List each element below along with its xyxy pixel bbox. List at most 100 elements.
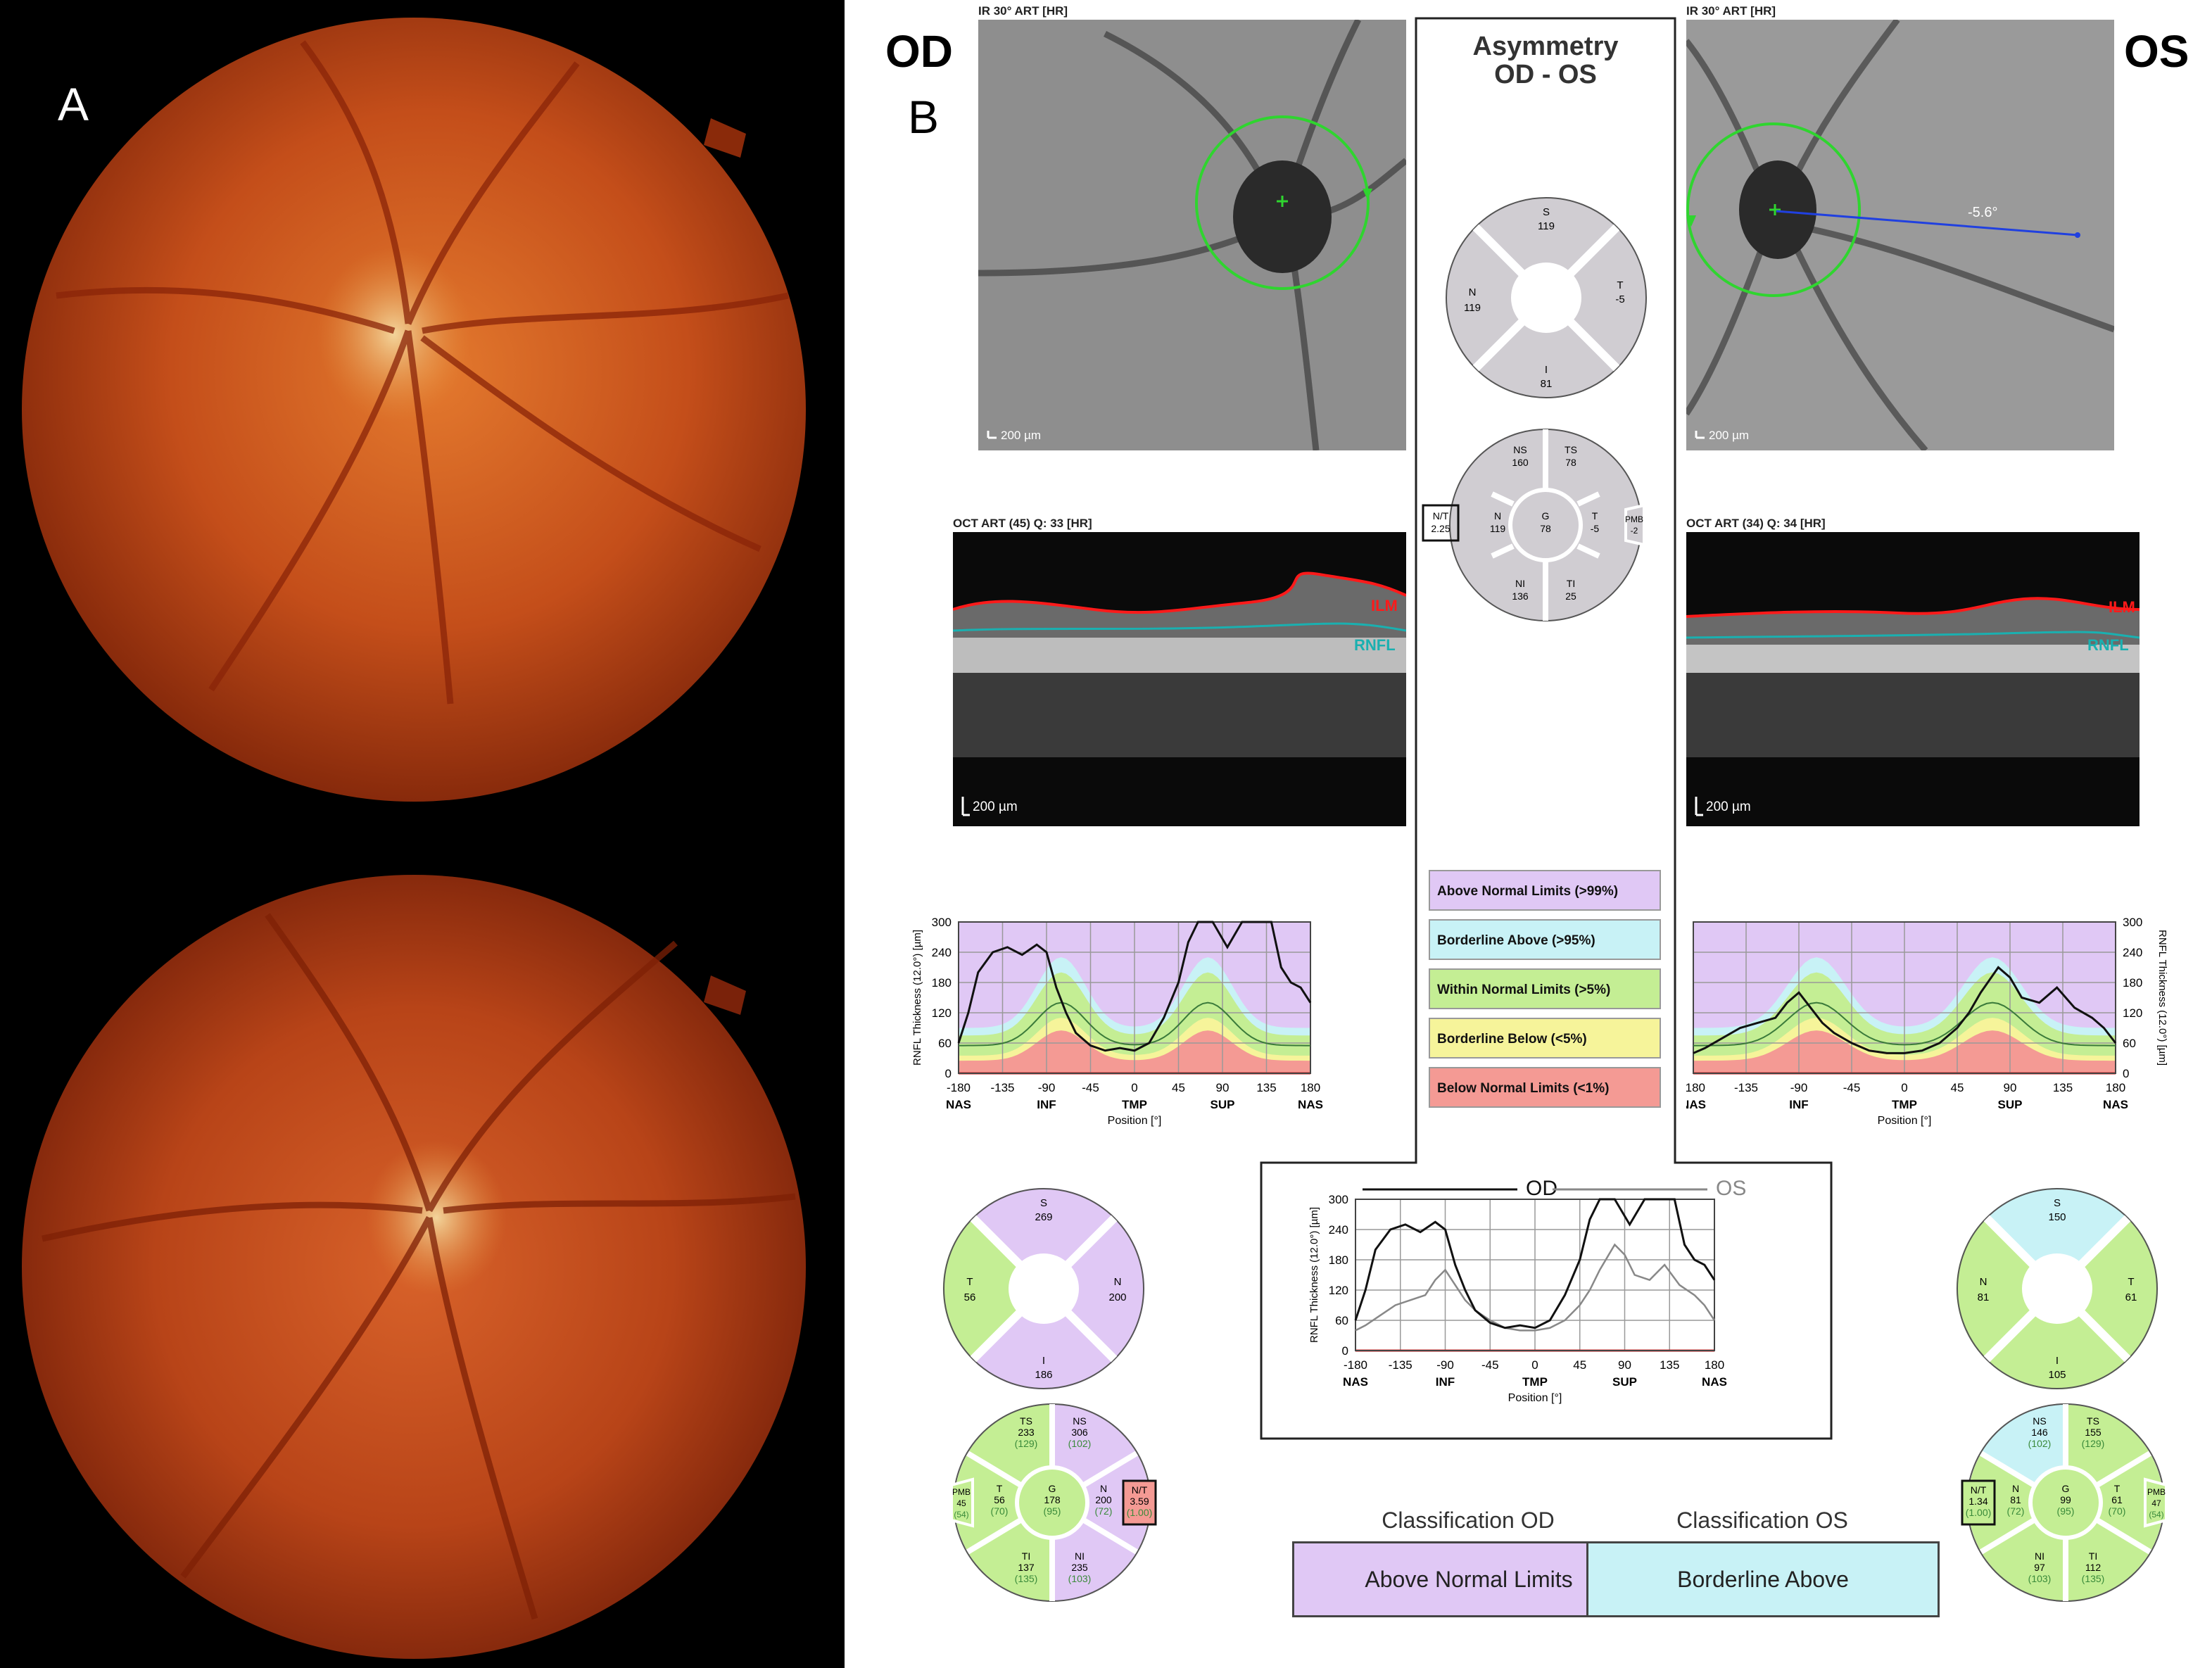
- xtick-label: 45: [1951, 1081, 1964, 1094]
- os-s-ni-value: 97: [2034, 1562, 2045, 1573]
- os-s-nt-label: N/T: [1971, 1484, 1987, 1496]
- panel-a-fundus-photos: A: [0, 0, 845, 1668]
- asymmetry-title-line1: Asymmetry: [1472, 32, 1619, 61]
- os-s-ti-label: TI: [2089, 1550, 2097, 1562]
- od-q-s-value: 269: [1035, 1211, 1052, 1223]
- os-s-ts-value: 155: [2085, 1427, 2102, 1438]
- os-s-ns-normal: (102): [2028, 1438, 2052, 1449]
- scale-bar-ir-os: 200 µm: [1709, 429, 1749, 442]
- asym-s-ti-label: TI: [1567, 578, 1575, 589]
- od-s-nt-normal: (1.00): [1127, 1507, 1153, 1518]
- asym-s-ts-value: 78: [1565, 457, 1576, 468]
- asym-s-ns-value: 160: [1512, 457, 1529, 468]
- oct-caption-os: OCT ART (34) Q: 34 [HR]: [1686, 517, 1826, 530]
- region-label: NAS: [946, 1098, 971, 1111]
- os-s-t-value: 61: [2111, 1494, 2123, 1505]
- xtick-label: -90: [1038, 1081, 1056, 1094]
- classification-os-title: Classification OS: [1676, 1508, 1848, 1533]
- xtick-label: 0: [1131, 1081, 1137, 1094]
- od-s-ni-label: NI: [1075, 1550, 1085, 1562]
- ytick-label: 240: [1329, 1223, 1348, 1237]
- ytick-label: 120: [1329, 1284, 1348, 1297]
- xtick-label: -45: [1843, 1081, 1861, 1094]
- region-label: INF: [1037, 1098, 1056, 1111]
- xtick-label: 0: [1531, 1358, 1538, 1372]
- ytick-label: 60: [2123, 1037, 2136, 1050]
- panel-a-label: A: [58, 78, 89, 130]
- os-s-pmb-value: 47: [2151, 1498, 2161, 1508]
- compare-od-label: OD: [1526, 1177, 1557, 1200]
- od-s-nt-value: 3.59: [1130, 1496, 1149, 1507]
- ytick-label: 0: [945, 1067, 952, 1080]
- region-label: TMP: [1892, 1098, 1917, 1111]
- scale-bar-oct-os: 200 µm: [1706, 800, 1751, 814]
- xtick-label: 180: [1705, 1358, 1724, 1372]
- os-s-g-label: G: [2062, 1483, 2070, 1494]
- ytick-label: 120: [932, 1006, 952, 1020]
- os-s-ns-label: NS: [2033, 1415, 2046, 1427]
- asymmetry-title: Asymmetry OD - OS: [1416, 32, 1675, 89]
- region-label: TMP: [1122, 1098, 1147, 1111]
- od-s-g-label: G: [1049, 1483, 1056, 1494]
- region-label: NAS: [1343, 1375, 1368, 1389]
- ytick-label: 300: [932, 916, 952, 929]
- od-s-ni-value: 235: [1071, 1562, 1088, 1573]
- xtick-label: -45: [1082, 1081, 1099, 1094]
- yaxis-label: RNFL Thickness (12.0°) [µm]: [1308, 1207, 1320, 1343]
- od-s-g-value: 178: [1044, 1494, 1061, 1505]
- ytick-label: 180: [1329, 1253, 1348, 1267]
- od-s-ns-value: 306: [1071, 1427, 1088, 1438]
- fundus-od: [22, 18, 806, 802]
- os-s-ts-label: TS: [2087, 1415, 2099, 1427]
- asym-s-t-value: -5: [1591, 523, 1600, 534]
- asym-s-n-label: N: [1494, 510, 1501, 522]
- legend-item-3: Borderline Below (<5%): [1429, 1018, 1661, 1059]
- legend-item-0: Above Normal Limits (>99%): [1429, 870, 1661, 911]
- legend-item-1: Borderline Above (>95%): [1429, 919, 1661, 960]
- xtick-label: -90: [1790, 1081, 1808, 1094]
- od-s-ts-normal: (129): [1015, 1438, 1038, 1449]
- ir-caption-os: IR 30° ART [HR]: [1686, 4, 1776, 18]
- xtick-label: 180: [2106, 1081, 2125, 1094]
- ytick-label: 240: [2123, 946, 2142, 959]
- od-q-s-label: S: [1040, 1197, 1047, 1209]
- asym-s-g-label: G: [1542, 510, 1550, 522]
- os-sector-chart: NS 146 (102) TS 155 (129) N/T 1.34 (1.00…: [1942, 1401, 2182, 1605]
- asym-s-ni-label: NI: [1515, 578, 1525, 589]
- od-s-ni-normal: (103): [1068, 1573, 1092, 1584]
- xtick-label: 135: [2053, 1081, 2073, 1094]
- oct-bscan-od: ILM RNFL 200 µm: [953, 532, 1406, 826]
- center-frame: [1260, 17, 1833, 1440]
- od-s-t-normal: (70): [991, 1505, 1009, 1517]
- asym-s-pmb-label: PMB: [1625, 514, 1643, 524]
- asym-q-n-label: N: [1469, 286, 1477, 298]
- od-s-ns-normal: (102): [1068, 1438, 1092, 1449]
- xtick-label: 135: [1660, 1358, 1679, 1372]
- os-s-pmb-normal: (54): [2149, 1510, 2163, 1519]
- asym-q-t-label: T: [1617, 279, 1623, 291]
- os-label: OS: [2124, 26, 2189, 77]
- classification-os-box: Borderline Above: [1586, 1541, 1940, 1617]
- od-s-n-label: N: [1100, 1483, 1107, 1494]
- ytick-label: 60: [938, 1037, 952, 1050]
- os-s-g-value: 99: [2060, 1494, 2071, 1505]
- asym-s-g-value: 78: [1540, 523, 1551, 534]
- os-q-s-label: S: [2054, 1197, 2061, 1209]
- xtick-label: -135: [1389, 1358, 1412, 1372]
- ytick-label: 240: [932, 946, 952, 959]
- asym-s-ts-label: TS: [1565, 444, 1577, 455]
- od-q-t-value: 56: [964, 1291, 976, 1303]
- os-s-nt-normal: (1.00): [1966, 1507, 1992, 1518]
- region-label: NAS: [1702, 1375, 1727, 1389]
- od-s-ti-label: TI: [1022, 1550, 1030, 1562]
- od-s-pmb-value: 45: [956, 1498, 966, 1508]
- xtick-label: 90: [1618, 1358, 1631, 1372]
- oct-caption-od: OCT ART (45) Q: 33 [HR]: [953, 517, 1092, 530]
- od-s-ts-value: 233: [1018, 1427, 1035, 1438]
- oct-bscan-os: ILM RNFL 200 µm: [1686, 532, 2140, 826]
- od-s-pmb-normal: (54): [954, 1510, 968, 1519]
- rnfl-label-os: RNFL: [2087, 636, 2129, 654]
- od-quadrant-chart: S 269 T 56 N 200 I 186: [942, 1187, 1146, 1391]
- od-q-i-label: I: [1042, 1355, 1045, 1367]
